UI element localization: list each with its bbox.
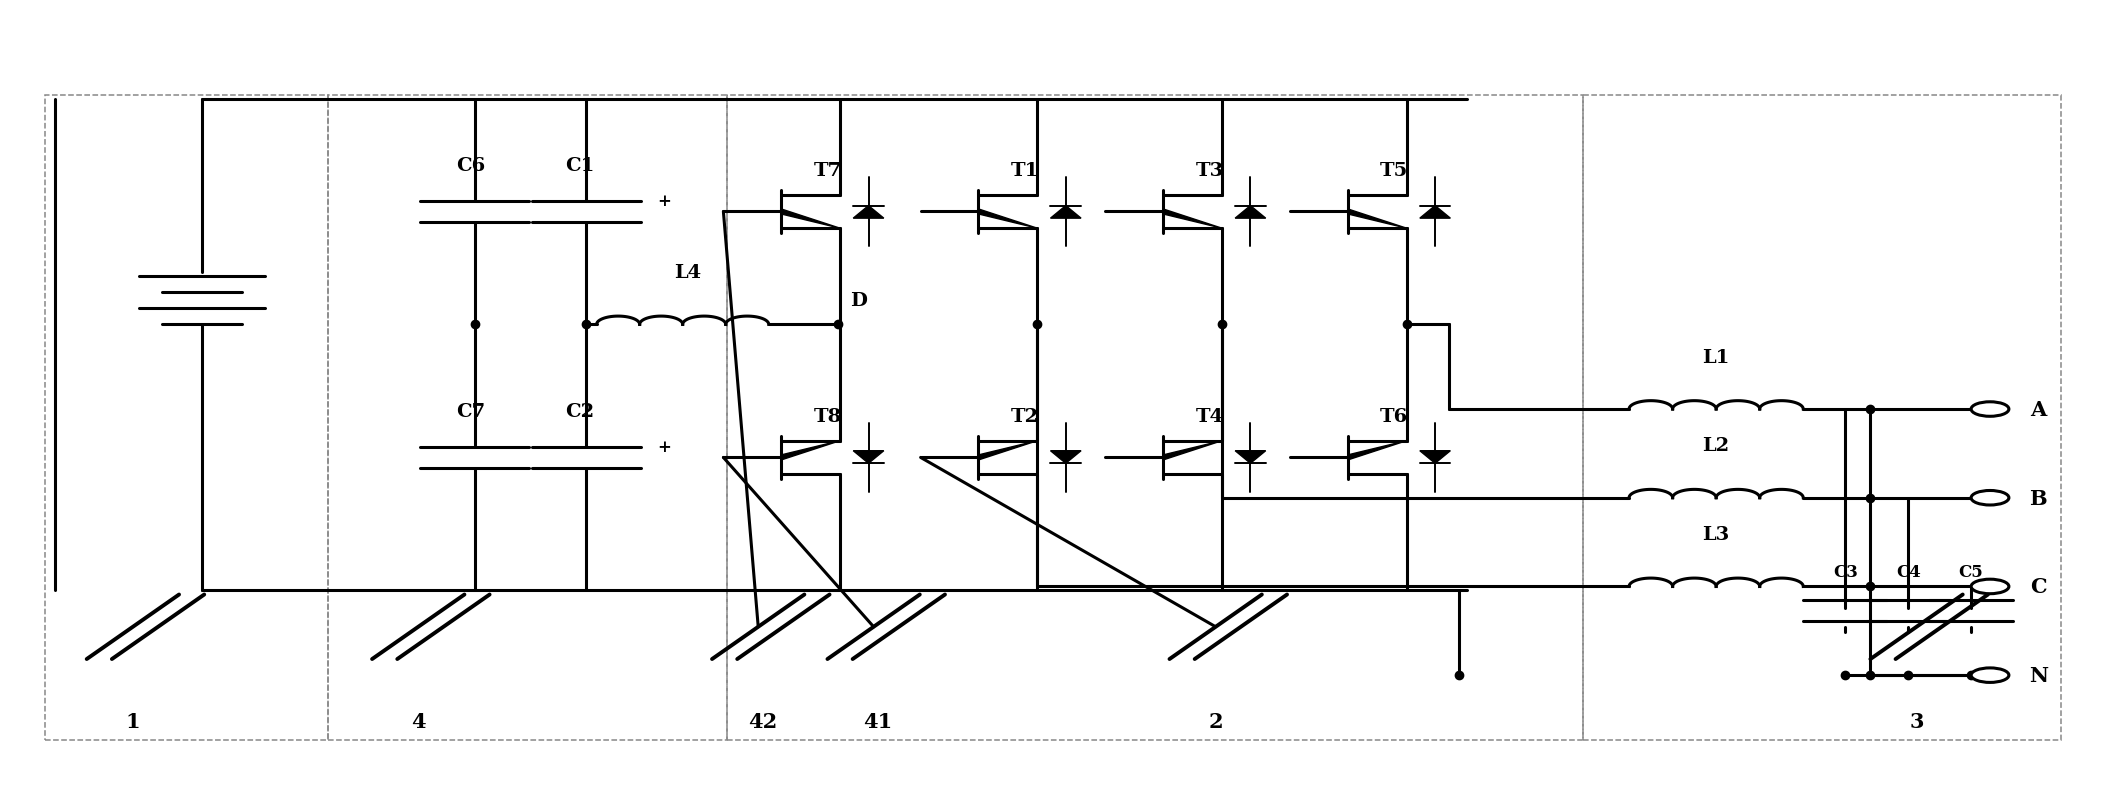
Text: C4: C4: [1896, 564, 1921, 581]
Polygon shape: [1349, 441, 1408, 461]
Text: L1: L1: [1702, 348, 1729, 366]
Polygon shape: [781, 441, 839, 461]
Circle shape: [1971, 580, 2009, 594]
Circle shape: [1971, 402, 2009, 417]
Bar: [328, 96, 726, 740]
Polygon shape: [854, 206, 884, 219]
Circle shape: [1971, 491, 2009, 505]
Polygon shape: [1420, 206, 1450, 219]
Text: C: C: [2030, 577, 2047, 597]
Polygon shape: [854, 451, 884, 464]
Bar: [726, 96, 1582, 740]
Text: T5: T5: [1380, 162, 1408, 180]
Text: T7: T7: [814, 162, 842, 180]
Text: 1: 1: [126, 711, 141, 732]
Text: C6: C6: [457, 157, 486, 174]
Text: 3: 3: [1908, 711, 1923, 732]
Text: L4: L4: [675, 264, 701, 281]
Text: A: A: [2030, 400, 2047, 419]
Text: L3: L3: [1702, 526, 1729, 543]
Text: C7: C7: [457, 402, 486, 420]
Text: +: +: [656, 193, 671, 210]
Text: T4: T4: [1195, 408, 1222, 426]
Polygon shape: [1235, 451, 1267, 464]
Text: T8: T8: [814, 408, 842, 426]
Text: T6: T6: [1380, 408, 1408, 426]
Polygon shape: [978, 441, 1037, 461]
Polygon shape: [1164, 210, 1222, 229]
Text: +: +: [656, 439, 671, 456]
Polygon shape: [1164, 441, 1222, 461]
Text: T1: T1: [1010, 162, 1039, 180]
Text: 41: 41: [863, 711, 892, 732]
Text: C1: C1: [566, 157, 595, 174]
Text: D: D: [850, 292, 867, 310]
Polygon shape: [978, 210, 1037, 229]
Polygon shape: [1050, 206, 1081, 219]
Text: N: N: [2028, 665, 2047, 685]
Bar: [1582, 96, 2062, 740]
Polygon shape: [1420, 451, 1450, 464]
Polygon shape: [1235, 206, 1267, 219]
Text: C2: C2: [566, 402, 595, 420]
Text: T3: T3: [1195, 162, 1225, 180]
Text: 2: 2: [1208, 711, 1222, 732]
Polygon shape: [781, 210, 839, 229]
Text: 42: 42: [747, 711, 776, 732]
Text: C5: C5: [1959, 564, 1984, 581]
Text: B: B: [2030, 488, 2047, 508]
Bar: [44, 96, 328, 740]
Text: 4: 4: [410, 711, 425, 732]
Circle shape: [1971, 668, 2009, 683]
Text: T2: T2: [1010, 408, 1039, 426]
Polygon shape: [1050, 451, 1081, 464]
Text: L2: L2: [1702, 437, 1729, 455]
Polygon shape: [1349, 210, 1408, 229]
Text: C3: C3: [1833, 564, 1858, 581]
